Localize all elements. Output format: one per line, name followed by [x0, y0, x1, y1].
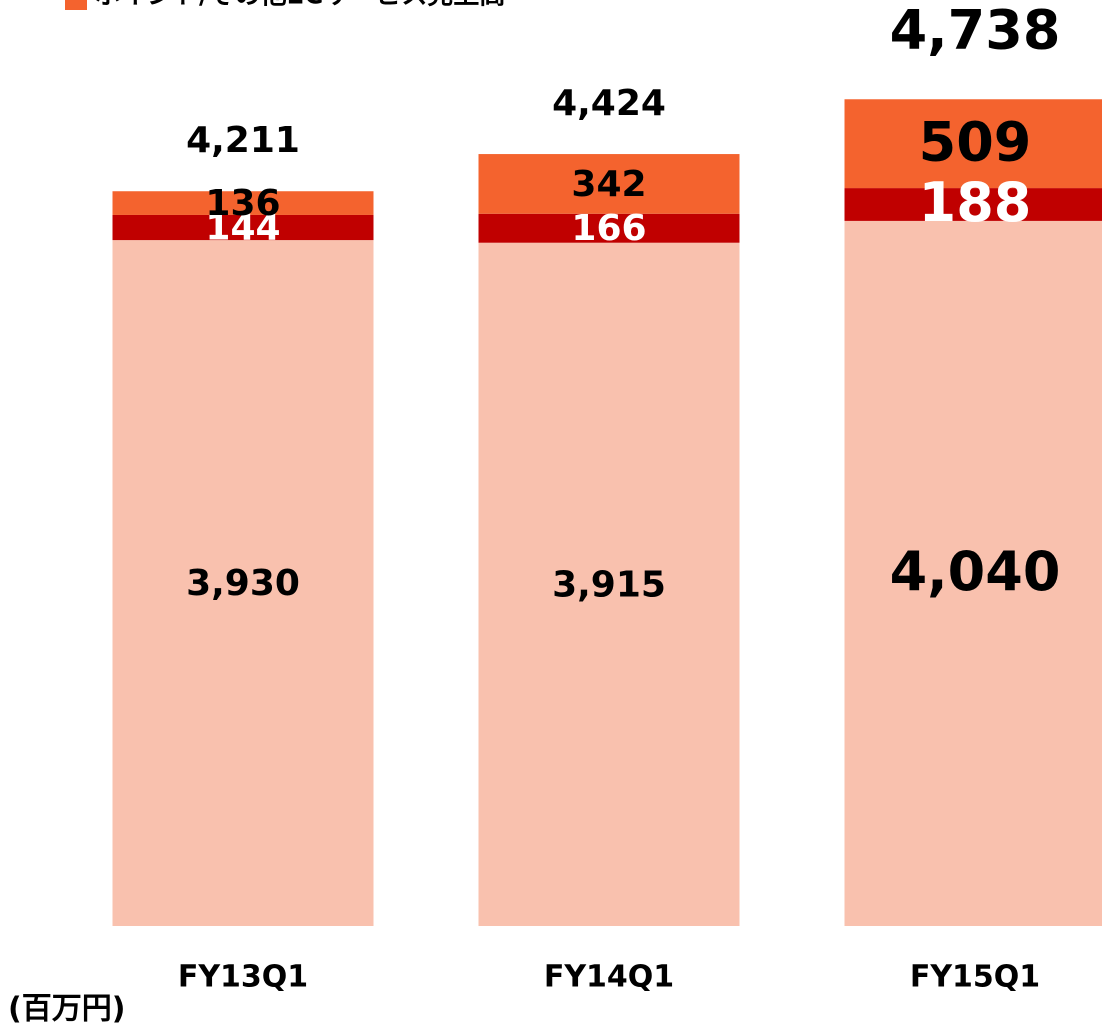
- legend-swatch: [65, 0, 87, 10]
- total-label: 4,738: [890, 0, 1061, 62]
- total-label: 4,424: [552, 83, 666, 124]
- data-label: 166: [571, 208, 646, 249]
- bar-segment: [844, 99, 1102, 189]
- bar-segment: [112, 214, 374, 241]
- bar-segment: [112, 191, 374, 215]
- data-label: 3,930: [186, 563, 300, 604]
- data-label: 342: [571, 164, 646, 205]
- data-label: 4,040: [890, 540, 1061, 603]
- data-label: 136: [205, 183, 280, 224]
- total-label: 4,211: [186, 120, 300, 161]
- data-label: 144: [205, 208, 280, 249]
- bar-segment: [844, 188, 1102, 221]
- unit-label: (百万円): [8, 992, 125, 1027]
- data-label: 3,915: [552, 564, 666, 605]
- bar-segment: [112, 240, 374, 927]
- x-tick-label: FY13Q1: [178, 960, 308, 995]
- bar-segment: [478, 242, 740, 927]
- bar-segment: [478, 213, 740, 243]
- bar-segment: [844, 220, 1102, 927]
- legend-label: ポイント/その他ECサービス売上高: [95, 0, 505, 11]
- data-label: 188: [919, 171, 1032, 234]
- bar-segment: [478, 154, 740, 214]
- x-tick-label: FY15Q1: [910, 960, 1040, 995]
- data-label: 509: [919, 110, 1032, 173]
- x-tick-label: FY14Q1: [544, 960, 674, 995]
